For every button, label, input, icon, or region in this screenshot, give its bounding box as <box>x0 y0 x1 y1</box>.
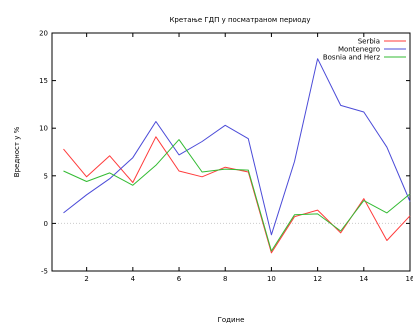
legend-label: Montenegro <box>338 46 380 54</box>
chart-title: Кретање ГДП у посматраном периоду <box>169 16 310 24</box>
plot-area <box>51 32 411 272</box>
x-tick-label: 10 <box>267 275 276 283</box>
legend-label: Serbia <box>358 38 380 46</box>
y-axis-label: Вредност у % <box>13 126 21 177</box>
y-tick-label: -5 <box>41 268 48 276</box>
y-tick-label: 10 <box>39 125 48 133</box>
series-line-serbia <box>63 136 411 254</box>
series-line-montenegro <box>63 58 411 236</box>
x-tick-label: 2 <box>84 275 88 283</box>
x-tick-label: 6 <box>177 275 182 283</box>
y-tick-label: 20 <box>39 30 48 38</box>
x-tick-label: 8 <box>223 275 227 283</box>
y-tick-label: 5 <box>44 172 48 180</box>
legend-label: Bosnia and Herz <box>323 54 380 62</box>
y-tick-label: 15 <box>39 77 48 85</box>
x-axis-label: Године <box>218 316 245 324</box>
x-tick-label: 4 <box>131 275 136 283</box>
y-tick-label: 0 <box>44 220 48 228</box>
x-tick-label: 16 <box>406 275 413 283</box>
axes-layer: -5 0 5 10 15 20 2 4 6 8 10 12 14 16 <box>39 30 413 284</box>
series-line-bosnia-and-herz <box>63 139 411 252</box>
series-layer <box>63 58 411 254</box>
x-tick-label: 14 <box>359 275 368 283</box>
x-tick-label: 12 <box>313 275 322 283</box>
